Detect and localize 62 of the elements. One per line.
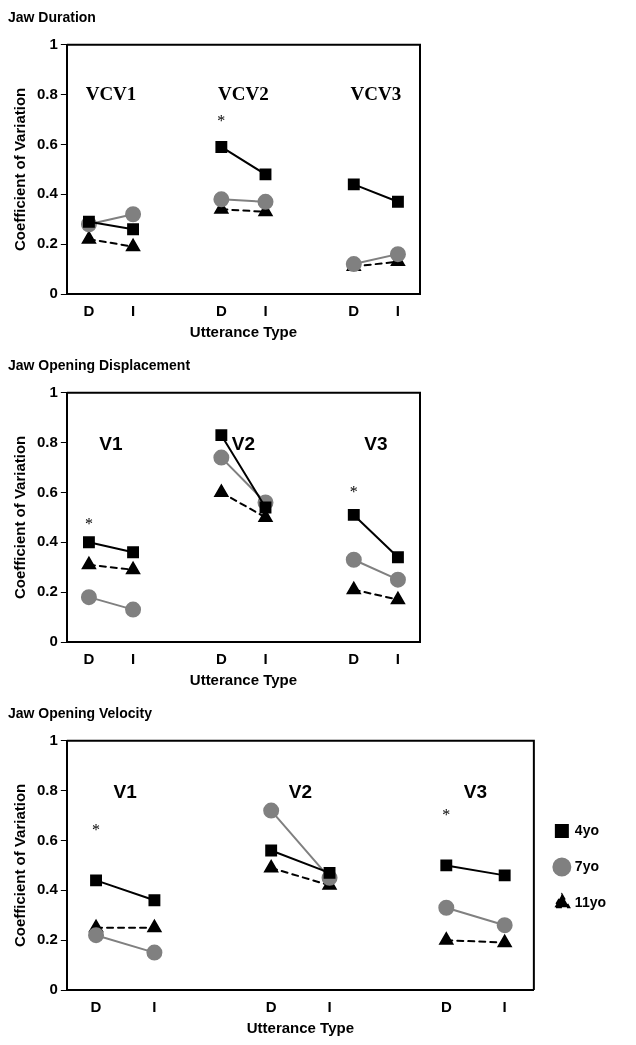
x-tick-label: D [215,302,227,320]
annotation: V1 [113,781,138,803]
annotation: * [442,805,451,823]
x-tick-label: D [83,302,95,320]
annotation: * [349,482,358,500]
y-axis-title: Coefficient of Variation [11,783,29,948]
y-tick-label: 1 [49,34,58,52]
y-tick-label: 0.8 [36,84,58,102]
y-tick-label: 0.2 [36,234,58,252]
x-tick-label: I [130,302,136,320]
annotation: VCV2 [218,82,269,104]
y-axis-title: Coefficient of Variation [11,87,29,252]
y-tick-label: 0.6 [36,482,58,500]
y-tick-label: 0.2 [36,930,58,948]
x-tick-label: D [440,998,452,1016]
annotation: * [92,820,101,838]
annotation: VCV3 [350,82,402,104]
y-tick-label: 0 [49,980,58,998]
x-tick-label: D [90,998,102,1016]
x-tick-label: D [348,302,360,320]
y-tick-label: 0.4 [36,184,59,202]
x-tick-label: D [265,998,277,1016]
x-tick-label: I [263,302,268,320]
legend-label: 7yo [574,857,599,874]
x-tick-label: I [395,650,401,668]
annotation: * [84,515,93,533]
x-tick-label: D [348,650,360,668]
y-axis-title: Coefficient of Variation [11,435,29,600]
x-tick-label: D [83,650,95,668]
y-tick-label: 0 [49,632,58,650]
annotation: V3 [463,781,488,803]
x-tick-label: I [263,650,268,668]
x-axis-title: Utterance Type [189,323,298,341]
y-tick-label: 0.4 [36,880,59,898]
annotation: V2 [231,433,256,455]
annotation: * [217,112,226,130]
annotation: VCV1 [85,82,137,104]
chart-title: Jaw Duration [8,9,96,26]
y-tick-label: 0.8 [36,780,58,798]
y-tick-label: 0.8 [36,432,58,450]
x-axis-title: Utterance Type [189,671,298,689]
chart-title: Jaw Opening Velocity [8,705,153,722]
x-axis-title: Utterance Type [246,1019,354,1037]
y-tick-label: 0.6 [36,830,58,848]
annotation: V3 [364,433,388,455]
annotation: V1 [99,433,124,455]
x-tick-label: I [502,998,507,1016]
y-tick-label: 0 [49,284,58,302]
x-tick-label: I [327,998,332,1016]
y-tick-label: 1 [49,382,58,400]
legend-label: 11yo [574,893,606,910]
x-tick-label: I [152,998,157,1016]
y-tick-label: 0.2 [36,582,58,600]
x-tick-label: I [395,302,401,320]
x-tick-label: I [130,650,136,668]
y-tick-label: 1 [49,730,58,748]
y-tick-label: 0.4 [36,532,59,550]
legend-label: 4yo [574,821,599,838]
annotation: V2 [288,781,312,803]
x-tick-label: D [215,650,227,668]
y-tick-label: 0.6 [36,134,58,152]
chart-title: Jaw Opening Displacement [8,357,191,374]
